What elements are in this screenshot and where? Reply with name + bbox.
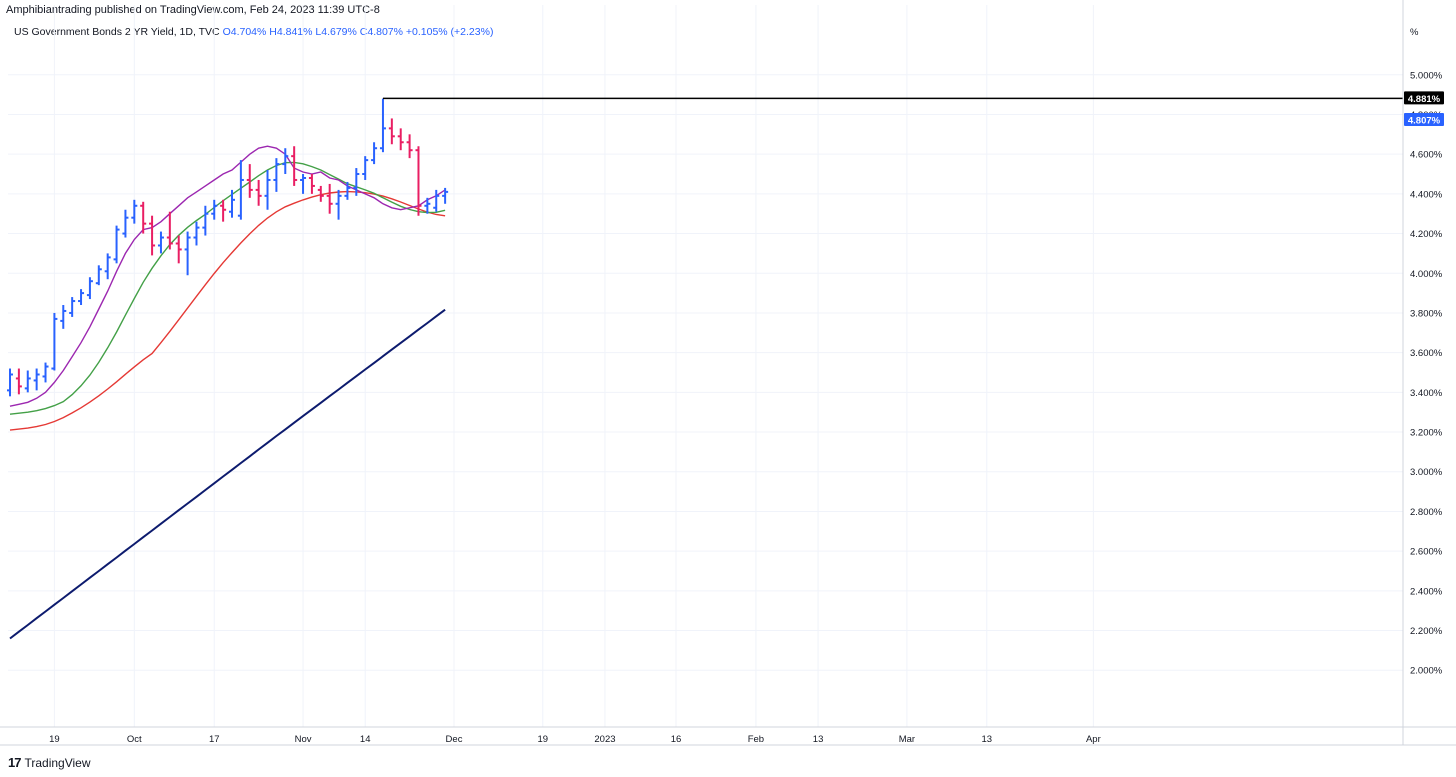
close-value: C4.807% [359, 26, 403, 38]
x-tick-label: Dec [446, 734, 463, 745]
x-tick-label: Feb [748, 734, 764, 745]
footer: 17 TradingView [8, 755, 91, 770]
price-axis[interactable]: % 5.000%4.800%4.600%4.400%4.200%4.000%3.… [1402, 0, 1443, 745]
symbol-name: US Government Bonds 2 YR Yield, 1D, TVC [14, 26, 220, 38]
x-tick-label: 17 [209, 734, 220, 745]
high-price-label-bg [1404, 91, 1444, 105]
y-tick-label: 3.800% [1410, 308, 1443, 319]
tradingview-logo-icon: 17 [8, 755, 22, 770]
time-axis[interactable]: 19 Oct 17 Nov 14 Dec 19 2023 16 Feb 13 Mar 13 Apr [0, 726, 1456, 746]
y-tick-label: 2.600% [1410, 547, 1443, 558]
high-value: H4.841% [269, 26, 313, 38]
change-value: +0.105% (+2.23%) [405, 26, 494, 38]
published-header: Amphibiantrading published on TradingVie… [6, 4, 380, 16]
y-tick-label: 4.400% [1410, 189, 1443, 200]
x-tick-label: 13 [813, 734, 824, 745]
y-tick-label: 2.400% [1410, 586, 1443, 597]
x-tick-label: 19 [538, 734, 549, 745]
x-tick-label: 2023 [594, 734, 615, 745]
x-tick-label: Mar [899, 734, 915, 745]
x-tick-label: 14 [360, 734, 371, 745]
ma-50-line [9, 190, 446, 431]
y-tick-label: 4.200% [1410, 229, 1443, 240]
price-labels: 4.881% 4.807% [1404, 91, 1444, 127]
grid [8, 5, 1403, 727]
x-tick-label: Apr [1086, 734, 1101, 745]
y-tick-label: 2.800% [1410, 507, 1443, 518]
y-tick-label: 3.000% [1410, 467, 1443, 478]
y-tick-label: 3.600% [1410, 348, 1443, 359]
x-tick-label: Nov [295, 734, 312, 745]
y-tick-label: 2.000% [1410, 666, 1443, 677]
ma-200-line [9, 308, 446, 640]
x-tick-label: 13 [982, 734, 993, 745]
y-tick-label: 3.400% [1410, 388, 1443, 399]
y-tick-label: 5.000% [1410, 70, 1443, 81]
y-tick-label: 2.200% [1410, 626, 1443, 637]
x-tick-label: 19 [49, 734, 60, 745]
x-tick-label: 16 [671, 734, 682, 745]
x-tick-label: Oct [127, 734, 142, 745]
open-value: O4.704% [222, 26, 267, 38]
ohlc-bars [7, 98, 449, 397]
last-price-label: 4.807% [1408, 116, 1441, 127]
ma-21-line [9, 161, 446, 415]
high-price-label: 4.881% [1408, 94, 1441, 105]
y-tick-label: 4.600% [1410, 150, 1443, 161]
moving-averages [9, 145, 446, 640]
y-tick-label: 3.200% [1410, 428, 1443, 439]
symbol-legend: US Government Bonds 2 YR Yield, 1D, TVC … [14, 26, 493, 38]
y-unit-label: % [1410, 27, 1419, 38]
y-tick-label: 4.000% [1410, 269, 1443, 280]
last-price-label-bg [1404, 113, 1444, 127]
ma-10-line [9, 145, 446, 407]
low-value: L4.679% [315, 26, 357, 38]
brand-name: TradingView [24, 755, 91, 770]
